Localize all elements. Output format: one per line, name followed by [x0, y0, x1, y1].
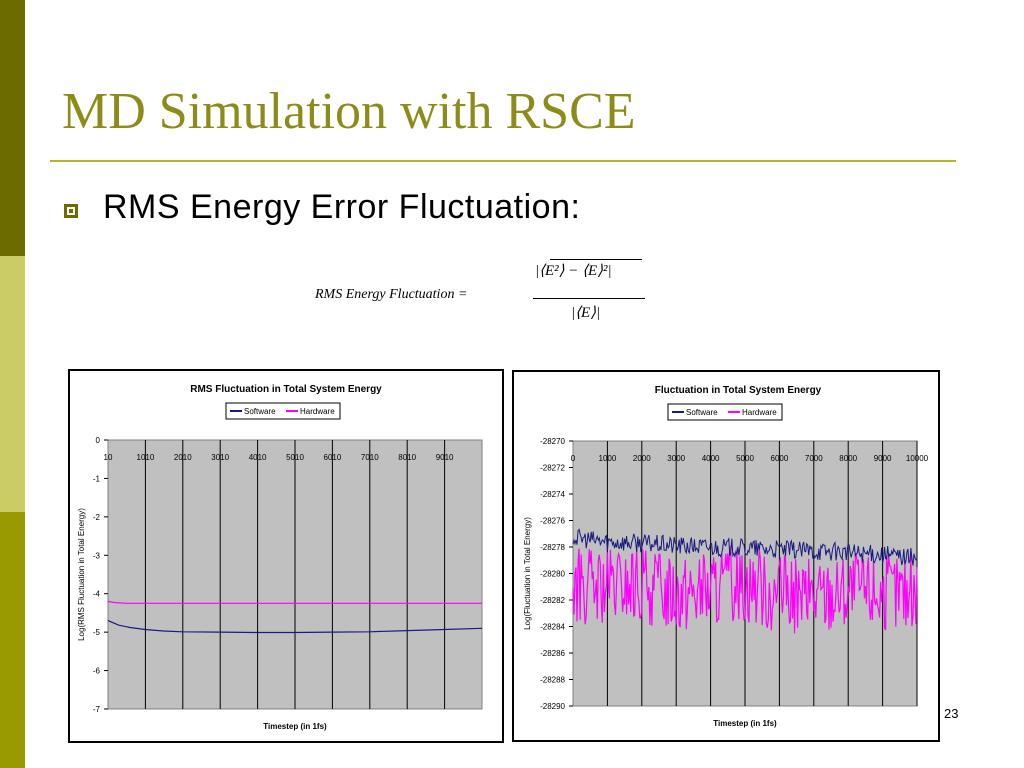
series-line-software: [107, 620, 483, 634]
x-tick-label: 5000: [736, 454, 754, 463]
y-tick-label: -28272: [540, 464, 565, 473]
y-tick-label: -6: [93, 667, 101, 676]
x-tick-label: 4010: [249, 453, 267, 462]
y-tick-label: -7: [93, 705, 101, 714]
legend-label-hardware: Hardware: [300, 407, 335, 416]
series-line-hardware: [107, 600, 482, 604]
x-tick-label: 9010: [436, 453, 454, 462]
side-bar-top: [0, 0, 25, 256]
y-tick-label: -28284: [540, 623, 565, 632]
x-axis-label: Timestep (in 1fs): [263, 722, 327, 731]
x-tick-label: 6010: [324, 453, 342, 462]
chart-rms-fluctuation: RMS Fluctuation in Total System Energy So…: [68, 369, 504, 743]
series-line-hardware: [572, 546, 918, 634]
chart-title: RMS Fluctuation in Total System Energy: [190, 384, 382, 395]
y-tick-label: -28274: [540, 490, 565, 499]
x-axis-label: Timestep (in 1fs): [713, 719, 777, 728]
legend-box: [225, 402, 341, 420]
rms-formula: RMS Energy Fluctuation = |⟨E²⟩ − ⟨E⟩²| |…: [315, 255, 655, 335]
chart-rms-svg: RMS Fluctuation in Total System Energy So…: [77, 384, 483, 731]
chart-energy-svg: Fluctuation in Total System Energy Softwa…: [523, 385, 929, 728]
side-bar-bottom: [0, 512, 25, 768]
title-divider: [50, 160, 956, 162]
bullet-square-icon: [64, 204, 78, 218]
chart-legend: Software Hardware: [667, 403, 783, 421]
x-tick-label: 1000: [599, 454, 617, 463]
x-tick-label: 1010: [137, 453, 155, 462]
y-tick-label: -2: [93, 513, 101, 522]
y-tick-label: -5: [93, 628, 101, 637]
chart-legend: Software Hardware: [225, 402, 341, 420]
x-tick-label: 4000: [702, 454, 720, 463]
x-tick-label: 10: [104, 453, 113, 462]
y-tick-label: -4: [93, 590, 101, 599]
y-axis-label: Log(Fluctuation in Total Energy): [523, 517, 532, 630]
y-tick-label: -28270: [540, 437, 565, 446]
x-tick-label: 3000: [667, 454, 685, 463]
formula-sqrt-bar: [550, 259, 642, 260]
chart-energy-fluctuation: Fluctuation in Total System Energy Softwa…: [512, 370, 940, 742]
x-tick-label: 2010: [174, 453, 192, 462]
y-tick-label: -28286: [540, 649, 565, 658]
y-tick-label: -28280: [540, 570, 565, 579]
y-tick-label: -1: [93, 474, 101, 483]
legend-label-software: Software: [244, 407, 276, 416]
slide-title: MD Simulation with RSCE: [62, 83, 636, 140]
formula-fraction-line: [533, 298, 645, 299]
x-tick-label: 7000: [805, 454, 823, 463]
chart-title: Fluctuation in Total System Energy: [655, 385, 822, 396]
formula-denominator: |⟨E⟩|: [571, 305, 601, 321]
legend-box: [667, 403, 783, 421]
y-tick-label: -3: [93, 551, 101, 560]
x-tick-label: 8010: [398, 453, 416, 462]
y-tick-label: -28278: [540, 543, 565, 552]
formula-numerator: |⟨E²⟩ − ⟨E⟩²|: [535, 263, 612, 279]
x-tick-label: 0: [571, 454, 576, 463]
x-tick-label: 5010: [286, 453, 304, 462]
x-tick-label: 2000: [633, 454, 651, 463]
y-tick-label: -28288: [540, 676, 565, 685]
page-number: 23: [944, 706, 959, 721]
y-axis-label: Log(RMS Fluctuation in Total Energy): [77, 508, 86, 641]
legend-label-software: Software: [686, 408, 718, 417]
y-tick-label: 0: [96, 436, 101, 445]
x-tick-label: 3010: [211, 453, 229, 462]
formula-lhs: RMS Energy Fluctuation =: [315, 287, 468, 302]
y-tick-label: -28290: [540, 702, 565, 711]
y-tick-label: -28276: [540, 517, 565, 526]
side-bar-middle: [0, 256, 25, 512]
y-tick-label: -28282: [540, 596, 565, 605]
x-tick-label: 8000: [839, 454, 857, 463]
x-tick-label: 6000: [771, 454, 789, 463]
bullet-text: RMS Energy Error Fluctuation:: [103, 188, 581, 226]
x-tick-label: 9000: [874, 454, 892, 463]
series-line-software: [572, 528, 918, 566]
x-tick-label: 7010: [361, 453, 379, 462]
legend-label-hardware: Hardware: [742, 408, 777, 417]
